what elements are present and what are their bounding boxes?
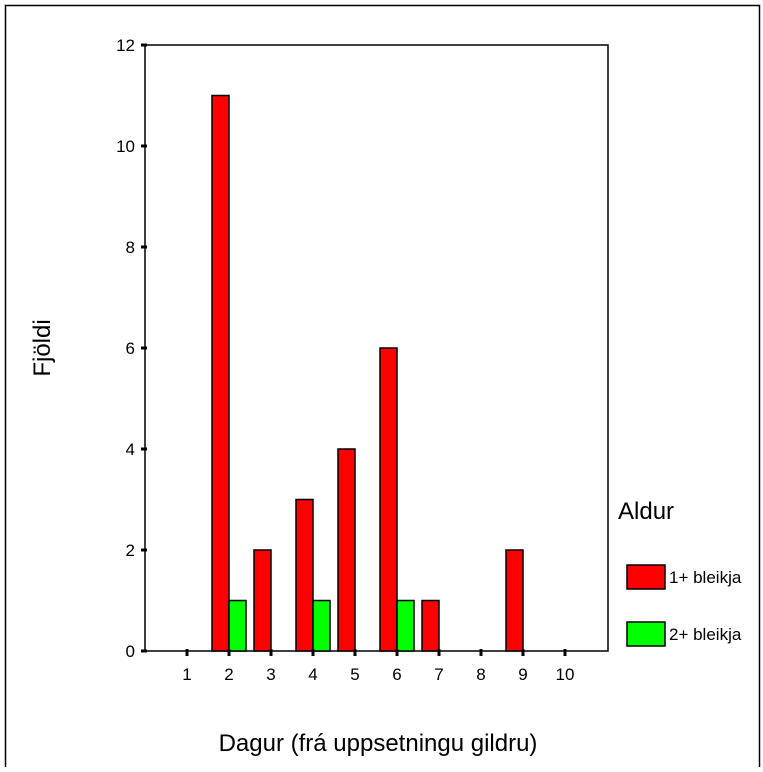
bar-1plus-day-6 xyxy=(379,347,398,652)
bar-1plus-day-7 xyxy=(421,599,440,652)
bar-1plus-day-5 xyxy=(337,448,356,652)
x-tick-label: 8 xyxy=(476,665,485,684)
x-tick-label: 5 xyxy=(350,665,359,684)
x-tick-label: 9 xyxy=(518,665,527,684)
y-tick-label: 2 xyxy=(126,541,135,560)
legend-label-1plus: 1+ bleikja xyxy=(669,568,742,587)
legend: Aldur 1+ bleikja 2+ bleikja xyxy=(618,498,742,647)
x-tick-label: 6 xyxy=(392,665,401,684)
y-axis-ticks: 0 2 4 6 8 10 12 xyxy=(116,36,147,661)
y-axis-label: Fjöldi xyxy=(29,319,56,376)
y-tick-label: 0 xyxy=(126,642,135,661)
bar-2plus-day-4 xyxy=(312,599,331,652)
y-tick-label: 4 xyxy=(126,440,135,459)
legend-swatch-2plus xyxy=(626,621,666,647)
x-tick-label: 3 xyxy=(266,665,275,684)
legend-label-2plus: 2+ bleikja xyxy=(669,625,742,644)
bar-1plus-day-2 xyxy=(211,94,230,652)
legend-swatch-1plus xyxy=(626,564,666,590)
y-tick-label: 10 xyxy=(116,137,135,156)
bar-2plus-day-6 xyxy=(396,599,415,652)
y-tick-label: 12 xyxy=(116,36,135,55)
x-axis-label: Dagur (frá uppsetningu gildru) xyxy=(219,730,538,757)
x-tick-label: 10 xyxy=(556,665,575,684)
x-axis-ticks: 1 2 3 4 5 6 7 8 9 10 xyxy=(182,649,574,684)
bar-1plus-day-9 xyxy=(505,549,524,652)
y-tick-label: 8 xyxy=(126,238,135,257)
x-tick-label: 1 xyxy=(182,665,191,684)
x-tick-label: 4 xyxy=(308,665,317,684)
bar-1plus-day-4 xyxy=(295,498,314,652)
y-tick-label: 6 xyxy=(126,339,135,358)
legend-title: Aldur xyxy=(618,498,674,525)
bars-layer xyxy=(211,94,524,652)
x-tick-label: 2 xyxy=(224,665,233,684)
bar-1plus-day-3 xyxy=(253,549,272,652)
x-tick-label: 7 xyxy=(434,665,443,684)
bar-2plus-day-2 xyxy=(228,599,247,652)
